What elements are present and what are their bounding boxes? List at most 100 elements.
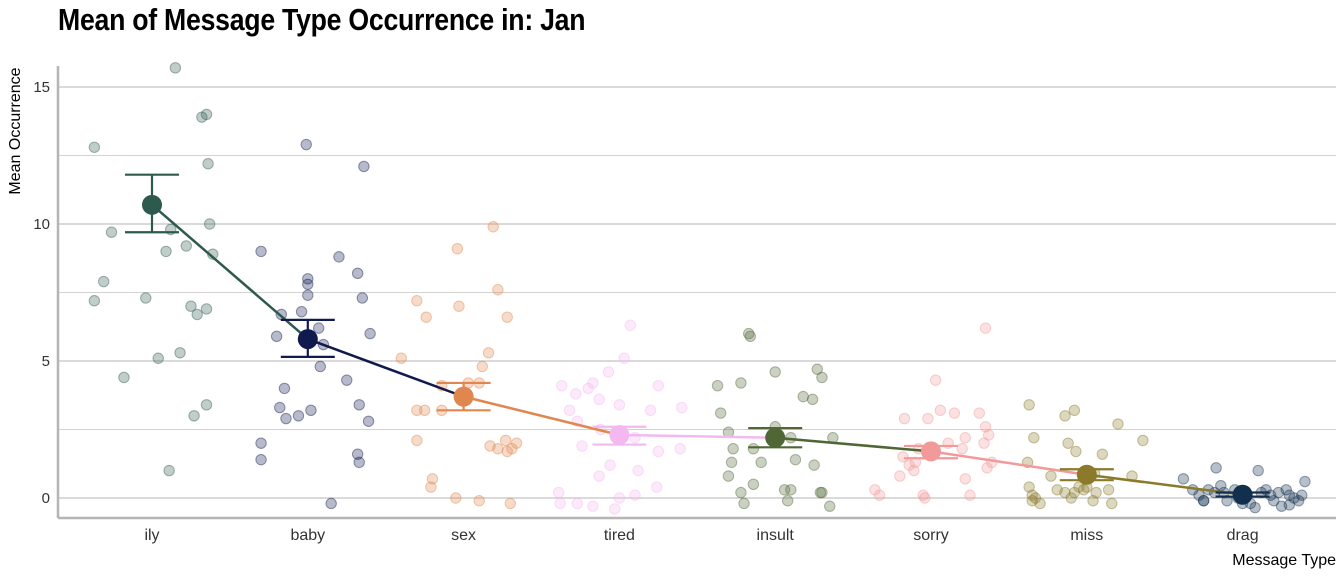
data-point-insult bbox=[781, 495, 794, 507]
data-point-miss bbox=[1051, 484, 1063, 496]
x-tick-label-baby: baby bbox=[290, 527, 325, 544]
data-point-insult bbox=[808, 459, 820, 471]
data-point-sex bbox=[420, 311, 432, 323]
data-point-sex bbox=[426, 473, 439, 485]
y-tick-label: 15 bbox=[33, 79, 50, 96]
data-point-drag bbox=[1283, 499, 1296, 511]
data-point-baby bbox=[313, 322, 325, 334]
data-point-sorry bbox=[981, 462, 993, 474]
data-point-sex bbox=[504, 497, 517, 510]
data-point-tired bbox=[563, 404, 576, 417]
mean-point-baby bbox=[297, 329, 318, 350]
data-point-insult bbox=[769, 366, 781, 378]
data-point-tired bbox=[618, 352, 630, 364]
data-point-miss bbox=[1059, 486, 1071, 499]
data-point-miss bbox=[1068, 486, 1081, 499]
gridlines bbox=[58, 86, 1336, 499]
data-point-insult bbox=[789, 453, 802, 466]
data-point-miss bbox=[1102, 484, 1115, 496]
data-point-sex bbox=[499, 434, 512, 447]
data-point-miss bbox=[1065, 492, 1077, 504]
data-point-tired bbox=[570, 388, 582, 400]
data-point-tired bbox=[593, 393, 605, 406]
data-point-ily bbox=[174, 347, 186, 359]
chart-title: Mean of Message Type Occurrence in: Jan bbox=[58, 2, 586, 37]
data-point-sorry bbox=[964, 489, 976, 501]
data-point-sorry bbox=[979, 421, 992, 433]
data-point-insult bbox=[722, 470, 735, 482]
data-point-sex bbox=[451, 242, 464, 255]
data-point-baby bbox=[255, 453, 267, 466]
data-point-sorry bbox=[979, 322, 992, 334]
data-point-miss bbox=[1023, 399, 1035, 411]
data-point-sex bbox=[501, 311, 513, 323]
data-point-insult bbox=[747, 442, 760, 455]
data-point-sorry bbox=[973, 407, 985, 419]
data-point-tired bbox=[613, 492, 626, 504]
data-point-insult bbox=[811, 363, 823, 375]
data-point-tired bbox=[571, 497, 584, 510]
data-point-drag bbox=[1249, 501, 1261, 514]
data-point-sex bbox=[501, 445, 513, 458]
mean-line-sorry bbox=[930, 450, 1087, 476]
data-point-baby bbox=[255, 437, 267, 449]
data-point-insult bbox=[816, 486, 828, 499]
data-point-insult bbox=[744, 330, 756, 343]
data-point-baby bbox=[325, 497, 337, 510]
data-point-drag bbox=[1252, 464, 1264, 477]
data-point-baby bbox=[351, 448, 364, 460]
mean-line-insult bbox=[775, 436, 932, 453]
mean-lines bbox=[151, 203, 1243, 496]
mean-line-sex bbox=[463, 395, 620, 437]
data-point-baby bbox=[295, 305, 308, 318]
data-point-drag bbox=[1283, 489, 1296, 501]
data-point-tired bbox=[576, 440, 588, 452]
data-point-tired bbox=[613, 399, 626, 411]
data-point-ily bbox=[203, 218, 216, 230]
data-point-tired bbox=[644, 404, 657, 417]
data-point-ily bbox=[200, 303, 213, 315]
data-point-ily bbox=[105, 226, 118, 238]
data-point-baby bbox=[314, 360, 326, 373]
data-point-baby bbox=[255, 245, 267, 258]
data-point-sorry bbox=[897, 451, 909, 463]
mean-line-ily bbox=[151, 203, 309, 341]
data-point-tired bbox=[587, 377, 599, 389]
jitter-points bbox=[88, 62, 1311, 515]
data-point-sorry bbox=[959, 432, 971, 444]
data-point-sorry bbox=[894, 470, 906, 482]
data-point-ily bbox=[188, 410, 200, 422]
data-point-miss bbox=[1087, 495, 1099, 507]
data-point-miss bbox=[1062, 437, 1074, 449]
data-point-insult bbox=[747, 478, 760, 490]
data-point-insult bbox=[814, 486, 827, 499]
data-point-sorry bbox=[959, 473, 971, 485]
mean-point-sex bbox=[453, 386, 474, 407]
data-point-miss bbox=[1059, 410, 1071, 422]
data-point-drag bbox=[1288, 492, 1300, 504]
data-point-sex bbox=[506, 442, 518, 455]
data-point-tired bbox=[629, 489, 641, 501]
data-point-insult bbox=[725, 456, 738, 469]
data-point-drag bbox=[1280, 484, 1292, 496]
data-point-miss bbox=[1034, 497, 1046, 510]
error-bars bbox=[125, 173, 1270, 498]
data-point-ily bbox=[200, 399, 213, 411]
data-point-miss bbox=[1029, 492, 1042, 504]
data-point-sorry bbox=[873, 489, 886, 501]
data-point-miss bbox=[1045, 470, 1057, 482]
data-point-tired bbox=[624, 319, 637, 332]
mean-point-drag bbox=[1232, 484, 1253, 505]
data-point-miss bbox=[1077, 484, 1090, 496]
data-point-ily bbox=[202, 158, 214, 170]
data-point-drag bbox=[1292, 495, 1305, 507]
x-tick-label-insult: insult bbox=[757, 527, 795, 544]
data-point-sex bbox=[425, 481, 437, 493]
x-tick-label-miss: miss bbox=[1070, 527, 1103, 544]
data-point-sorry bbox=[929, 374, 942, 386]
data-point-miss bbox=[1068, 404, 1081, 417]
data-point-sex bbox=[492, 442, 504, 455]
axes bbox=[56, 66, 1336, 520]
data-point-miss bbox=[1106, 497, 1118, 510]
